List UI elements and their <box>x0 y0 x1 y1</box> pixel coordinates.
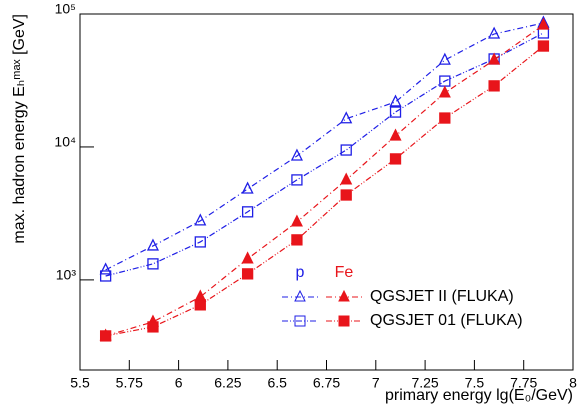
marker <box>194 213 207 226</box>
marker <box>290 214 303 227</box>
marker <box>340 144 352 156</box>
marker <box>488 26 501 39</box>
marker <box>146 238 160 251</box>
y-tick-label: 10⁴ <box>54 134 76 150</box>
y-tick-label: 10⁵ <box>55 1 76 17</box>
marker <box>438 52 451 65</box>
marker <box>537 40 550 52</box>
legend-marker <box>338 315 350 327</box>
marker <box>194 236 206 248</box>
marker <box>438 85 451 98</box>
marker <box>389 153 402 165</box>
x-tick-label: 6.75 <box>313 375 340 391</box>
marker <box>389 106 402 118</box>
marker <box>291 174 303 186</box>
legend-header: Fe <box>335 264 354 281</box>
marker <box>291 234 303 246</box>
legend-marker <box>338 289 350 302</box>
marker <box>99 270 112 282</box>
marker <box>537 17 550 30</box>
x-tick-label: 7.25 <box>411 375 438 391</box>
marker <box>389 128 402 141</box>
marker <box>147 258 159 270</box>
marker <box>241 268 254 280</box>
marker <box>389 94 402 107</box>
series-line <box>105 22 544 271</box>
x-tick-label: 6.25 <box>214 375 241 391</box>
x-tick-label: 5.75 <box>116 375 143 391</box>
legend-label: QGSJET II (FLUKA) <box>370 288 514 305</box>
series-line <box>105 45 544 337</box>
x-tick-label: 7.5 <box>465 375 485 391</box>
marker <box>340 111 353 124</box>
series-line <box>105 32 544 277</box>
x-tick-label: 7.75 <box>510 375 537 391</box>
legend-header: p <box>296 264 305 281</box>
marker <box>194 299 206 311</box>
x-axis-label: primary energy lg(E₀/GeV) <box>385 387 573 404</box>
marker <box>99 262 112 275</box>
x-tick-label: 8 <box>569 375 577 391</box>
marker <box>241 251 254 264</box>
y-axis-label: max. hadron energy Eₕᵐᵃˣ [GeV] <box>11 14 28 244</box>
marker <box>99 330 112 342</box>
x-tick-label: 7 <box>372 375 380 391</box>
x-tick-label: 5.5 <box>70 375 90 391</box>
y-tick-label: 10³ <box>56 267 77 283</box>
marker <box>439 112 451 124</box>
x-tick-label: 6 <box>175 375 183 391</box>
legend-marker <box>294 289 306 302</box>
marker <box>340 189 352 201</box>
marker <box>147 321 159 333</box>
legend-label: QGSJET 01 (FLUKA) <box>370 312 523 329</box>
marker <box>488 52 501 65</box>
marker <box>340 172 353 185</box>
x-tick-label: 6.5 <box>267 375 287 391</box>
marker <box>488 80 500 92</box>
series-line <box>105 24 544 337</box>
marker <box>241 206 254 218</box>
marker <box>290 148 303 161</box>
legend-marker <box>294 315 306 327</box>
marker <box>241 181 254 194</box>
